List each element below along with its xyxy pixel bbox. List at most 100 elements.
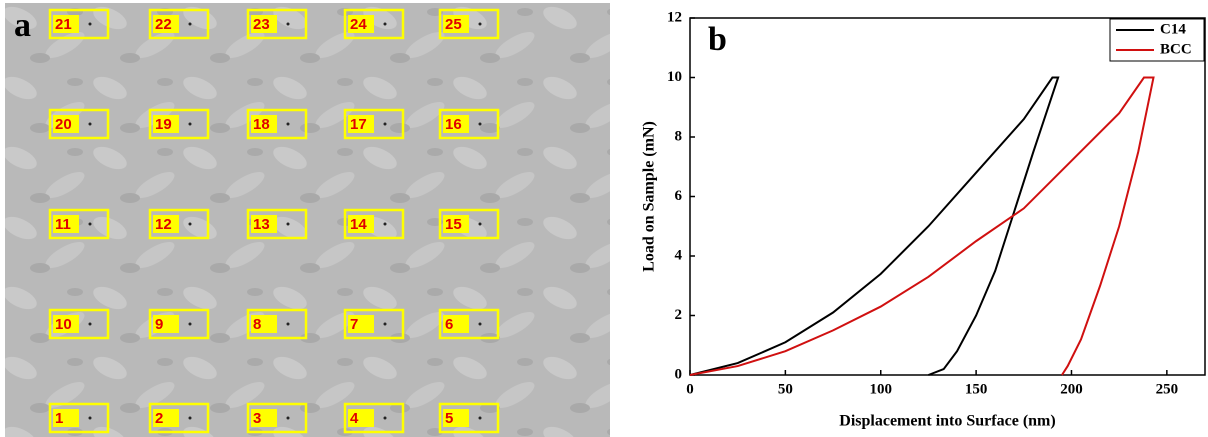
- y-tick-label: 2: [675, 307, 683, 323]
- box-label: 8: [253, 316, 261, 333]
- indent-box: [246, 402, 308, 434]
- legend-label: C14: [1160, 21, 1186, 37]
- label-bg: [348, 315, 374, 333]
- y-tick-label: 0: [675, 366, 683, 382]
- x-tick-label: 50: [778, 381, 793, 397]
- label-bg: [153, 15, 179, 33]
- indent-mark: [88, 122, 92, 126]
- indent-mark: [478, 322, 482, 326]
- indent-box: [343, 108, 405, 140]
- indent-mark: [188, 122, 192, 126]
- indent-mark: [478, 22, 482, 26]
- x-tick-label: 250: [1156, 381, 1179, 397]
- label-bg: [348, 115, 374, 133]
- indent-box: [48, 8, 110, 40]
- indent-mark: [478, 122, 482, 126]
- box-label: 18: [253, 116, 270, 133]
- label-bg: [153, 315, 179, 333]
- box-label: 7: [350, 316, 358, 333]
- indent-mark: [383, 322, 387, 326]
- indent-box: [246, 308, 308, 340]
- box-label: 11: [55, 216, 71, 233]
- box-label: 21: [55, 16, 72, 33]
- y-tick-label: 6: [675, 188, 683, 204]
- label-bg: [251, 315, 277, 333]
- indent-mark: [383, 416, 387, 420]
- box-label: 15: [445, 216, 462, 233]
- curve: [689, 76, 1155, 376]
- box-label: 3: [253, 410, 261, 427]
- y-tick-label: 10: [667, 69, 682, 85]
- indent-box: [148, 402, 210, 434]
- label-bg: [443, 215, 469, 233]
- x-axis-label: Displacement into Surface (nm): [839, 413, 1055, 430]
- label-bg: [153, 409, 179, 427]
- label-bg: [251, 409, 277, 427]
- y-tick-label: 4: [675, 247, 683, 263]
- indent-mark: [88, 22, 92, 26]
- label-bg: [443, 15, 469, 33]
- label-bg: [251, 15, 277, 33]
- box-label: 4: [350, 410, 359, 427]
- label-bg: [153, 115, 179, 133]
- indent-mark: [188, 22, 192, 26]
- box-label: 25: [445, 16, 462, 33]
- indent-box: [343, 208, 405, 240]
- legend-box: [1109, 18, 1205, 62]
- label-bg: [53, 215, 79, 233]
- label-bg: [443, 315, 469, 333]
- indent-mark: [478, 222, 482, 226]
- indent-box: [246, 8, 308, 40]
- box-label: 24: [350, 16, 367, 33]
- indent-mark: [188, 222, 192, 226]
- curve: [689, 76, 1060, 376]
- indent-box: [48, 208, 110, 240]
- label-bg: [53, 115, 79, 133]
- indent-mark: [286, 22, 290, 26]
- label-bg: [53, 315, 79, 333]
- label-bg: [443, 409, 469, 427]
- indent-mark: [188, 416, 192, 420]
- label-bg: [53, 15, 79, 33]
- label-bg: [153, 215, 179, 233]
- legend-label: BCC: [1160, 41, 1192, 57]
- y-tick-label: 12: [667, 9, 682, 25]
- indent-box: [48, 308, 110, 340]
- panel-label: a: [14, 7, 31, 44]
- x-tick-label: 150: [965, 381, 988, 397]
- label-bg: [251, 115, 277, 133]
- box-label: 23: [253, 16, 270, 33]
- x-tick-label: 0: [686, 381, 694, 397]
- micrograph: [5, 3, 610, 437]
- indent-box: [343, 308, 405, 340]
- box-label: 5: [445, 410, 453, 427]
- indent-mark: [286, 122, 290, 126]
- box-label: 20: [55, 116, 72, 133]
- panel-label: b: [708, 21, 727, 58]
- indent-box: [48, 108, 110, 140]
- label-bg: [443, 115, 469, 133]
- indent-box: [438, 8, 500, 40]
- indent-mark: [286, 322, 290, 326]
- y-axis-label: Load on Sample (mN): [641, 121, 658, 272]
- label-bg: [53, 409, 79, 427]
- indent-box: [148, 108, 210, 140]
- indent-mark: [286, 222, 290, 226]
- indent-box: [438, 208, 500, 240]
- box-label: 22: [155, 16, 172, 33]
- box-label: 6: [445, 316, 453, 333]
- indent-mark: [383, 122, 387, 126]
- label-bg: [348, 215, 374, 233]
- indent-box: [246, 208, 308, 240]
- indent-box: [343, 402, 405, 434]
- indent-box: [246, 108, 308, 140]
- box-label: 17: [350, 116, 367, 133]
- indent-mark: [286, 416, 290, 420]
- indent-mark: [88, 322, 92, 326]
- indent-box: [148, 208, 210, 240]
- indent-mark: [188, 322, 192, 326]
- indent-box: [438, 108, 500, 140]
- indent-box: [438, 402, 500, 434]
